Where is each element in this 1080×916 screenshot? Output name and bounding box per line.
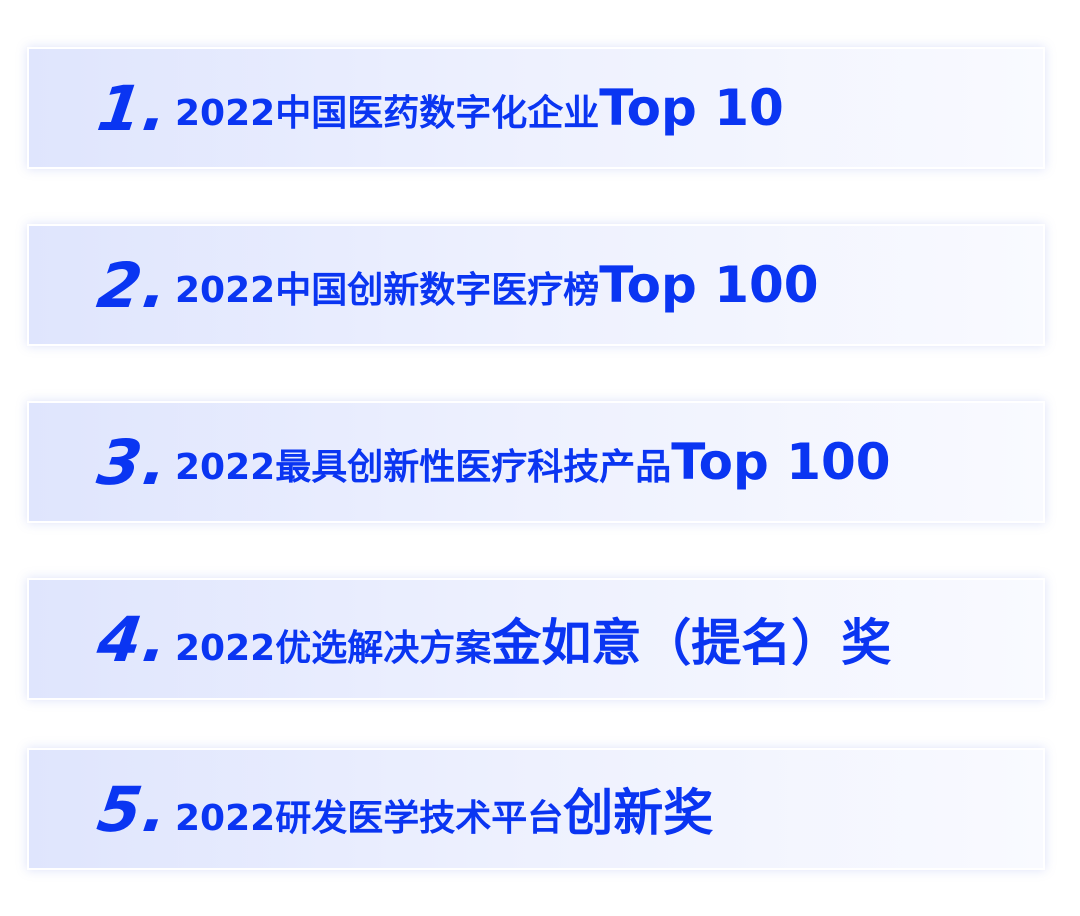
award-number: 1. (93, 71, 175, 145)
award-number: 4. (93, 602, 175, 676)
award-emphasis: Top 10 (599, 79, 784, 137)
award-emphasis: Top 100 (671, 433, 891, 491)
award-title: 2022中国创新数字医疗榜Top 100 (175, 256, 819, 314)
award-text: 2022最具创新性医疗科技产品 (175, 447, 672, 488)
award-title: 2022研发医学技术平台创新奖 (175, 773, 713, 845)
award-card-4: 4. 2022优选解决方案金如意（提名）奖 (27, 578, 1045, 700)
award-title: 2022中国医药数字化企业Top 10 (175, 79, 784, 137)
award-title: 2022优选解决方案金如意（提名）奖 (175, 603, 891, 675)
award-emphasis: 金如意（提名）奖 (491, 614, 892, 672)
award-emphasis: 创新奖 (563, 784, 714, 842)
award-card-5: 5. 2022研发医学技术平台创新奖 (27, 748, 1045, 870)
award-text: 2022优选解决方案 (175, 628, 492, 669)
award-card-3: 3. 2022最具创新性医疗科技产品Top 100 (27, 401, 1045, 523)
award-card-2: 2. 2022中国创新数字医疗榜Top 100 (27, 224, 1045, 346)
award-number: 2. (93, 248, 175, 322)
award-card-1: 1. 2022中国医药数字化企业Top 10 (27, 47, 1045, 169)
award-text: 2022研发医学技术平台 (175, 798, 564, 839)
award-text: 2022中国医药数字化企业 (175, 93, 600, 134)
award-number: 3. (93, 425, 175, 499)
award-emphasis: Top 100 (599, 256, 819, 314)
award-title: 2022最具创新性医疗科技产品Top 100 (175, 433, 891, 491)
award-text: 2022中国创新数字医疗榜 (175, 270, 600, 311)
award-number: 5. (93, 772, 175, 846)
